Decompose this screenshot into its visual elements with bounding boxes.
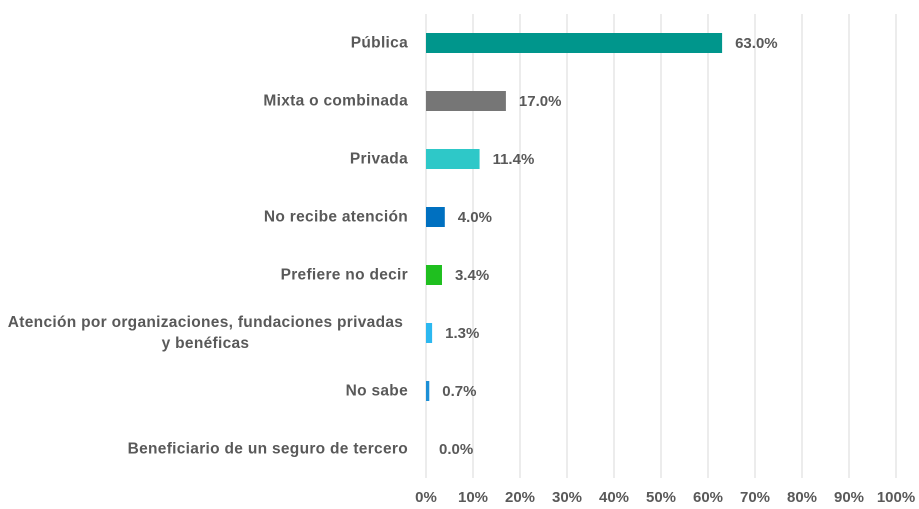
x-tick-label: 40% xyxy=(599,489,629,506)
category-label-box: Privada xyxy=(0,149,408,170)
category-label-box: No sabe xyxy=(0,381,408,402)
category-label-box: Pública xyxy=(0,33,408,54)
value-label: 63.0% xyxy=(735,35,778,52)
y-tick-label: Pública xyxy=(350,34,408,52)
x-tick-label: 100% xyxy=(877,489,915,506)
y-tick-label: No sabe xyxy=(345,382,408,400)
value-label: 17.0% xyxy=(519,93,562,110)
x-tick-label: 50% xyxy=(646,489,676,506)
y-tick-label: Mixta o combinada xyxy=(263,92,408,110)
value-label: 4.0% xyxy=(458,209,492,226)
category-label-box: Prefiere no decir xyxy=(0,265,408,286)
y-tick-label: Atención por organizaciones, fundaciones… xyxy=(7,314,404,352)
bar xyxy=(426,207,445,227)
bar xyxy=(426,149,480,169)
x-tick-label: 70% xyxy=(740,489,770,506)
category-label-box: No recibe atención xyxy=(0,207,408,228)
category-label-box: Mixta o combinada xyxy=(0,91,408,112)
y-tick-label: Beneficiario de un seguro de tercero xyxy=(127,440,408,458)
category-label-box: Beneficiario de un seguro de tercero xyxy=(0,439,408,460)
y-tick-label: Prefiere no decir xyxy=(280,266,408,284)
x-tick-label: 80% xyxy=(787,489,817,506)
bar xyxy=(426,323,433,343)
value-label: 0.0% xyxy=(439,441,473,458)
value-label: 1.3% xyxy=(445,325,479,342)
x-tick-label: 60% xyxy=(693,489,723,506)
x-tick-label: 90% xyxy=(834,489,864,506)
x-tick-label: 20% xyxy=(505,489,535,506)
category-label-box: Atención por organizaciones, fundaciones… xyxy=(0,312,408,354)
x-tick-label: 0% xyxy=(415,489,437,506)
bar xyxy=(426,381,430,401)
y-tick-label: No recibe atención xyxy=(263,208,408,226)
value-label: 11.4% xyxy=(493,151,535,168)
bar xyxy=(426,91,506,111)
value-label: 3.4% xyxy=(455,267,489,284)
bar xyxy=(426,33,723,53)
x-tick-label: 30% xyxy=(552,489,582,506)
value-label: 0.7% xyxy=(442,383,476,400)
bar xyxy=(426,265,442,285)
x-tick-label: 10% xyxy=(458,489,488,506)
y-tick-label: Privada xyxy=(349,150,408,168)
